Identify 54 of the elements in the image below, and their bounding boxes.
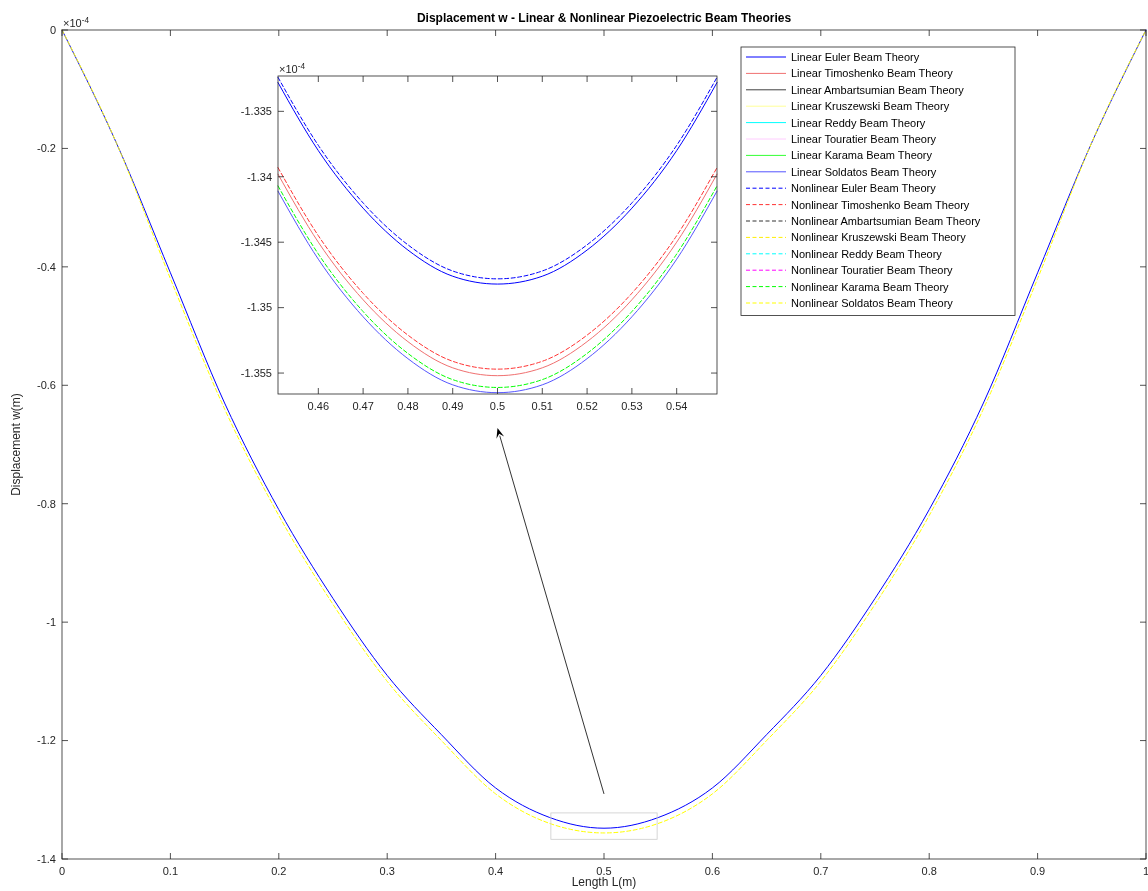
x-tick-label: 0.51 (531, 400, 554, 412)
x-tick-label: 0.52 (576, 400, 598, 412)
y-tick-label: -1.2 (37, 734, 56, 747)
x-tick-label: 0.5 (596, 865, 612, 877)
x-tick-label: 0.46 (307, 400, 330, 412)
y-tick-label: -1.35 (246, 301, 272, 314)
legend-label: Nonlinear Touratier Beam Theory (791, 264, 954, 277)
legend-label: Linear Karama Beam Theory (791, 149, 933, 162)
y-tick-label: -1.345 (240, 236, 272, 249)
x-tick-label: 0 (58, 865, 66, 877)
legend-label: Nonlinear Soldatos Beam Theory (791, 297, 954, 309)
legend-label: Linear Reddy Beam Theory (791, 116, 926, 129)
y-tick-label: 0 (49, 23, 56, 36)
x-tick-label: 0.49 (441, 400, 464, 412)
x-tick-label: 0.53 (621, 400, 643, 412)
y-tick-label: -1.4 (37, 852, 56, 865)
x-tick-label: 0.48 (397, 400, 419, 412)
x-tick-label: 0.5 (489, 400, 506, 412)
y-tick-label: -1 (46, 615, 56, 628)
x-tick-label: 0.1 (162, 865, 179, 877)
y-tick-label: -0.2 (37, 142, 56, 155)
legend-label: Nonlinear Kruszewski Beam Theory (791, 231, 967, 244)
legend-label: Nonlinear Karama Beam Theory (791, 280, 950, 293)
x-tick-label: 0.47 (352, 400, 374, 412)
y-tick-label: -1.34 (246, 170, 272, 183)
x-tick-label: 0.8 (921, 865, 937, 877)
x-tick-label: 0.6 (704, 865, 721, 877)
text: ×10$^{-4}$ (63, 15, 90, 29)
legend-label: Linear Touratier Beam Theory (791, 133, 937, 145)
legend-label: Linear Ambartsumian Beam Theory (791, 83, 965, 96)
legend-label: Nonlinear Ambartsumian Beam Theory (791, 215, 981, 227)
x-axis-title: Length L(m) (571, 875, 637, 889)
legend-label: Linear Soldatos Beam Theory (791, 165, 937, 178)
y-tick-label: -0.8 (37, 497, 56, 510)
x-tick-label: 0.54 (665, 400, 688, 412)
annotation: ×10$^{-4}$ (279, 61, 306, 75)
x-tick-label: 0.9 (1029, 865, 1046, 877)
legend-label: Nonlinear Timoshenko Beam Theory (791, 198, 970, 211)
y-tick-label: -0.4 (37, 260, 56, 273)
x-tick-label: 0.2 (271, 865, 287, 877)
y-tick-label: -0.6 (37, 379, 56, 392)
legend-label: Linear Timoshenko Beam Theory (791, 67, 954, 80)
legend-label: Nonlinear Euler Beam Theory (791, 182, 937, 195)
legend-label: Nonlinear Reddy Beam Theory (791, 247, 943, 260)
y-axis-title: Displacement w(m) (9, 393, 23, 496)
x-tick-label: 0.3 (379, 865, 395, 877)
legend-label: Linear Euler Beam Theory (791, 51, 920, 63)
x-tick-label: 1 (1142, 865, 1148, 877)
x-tick-label: 0.7 (813, 865, 829, 877)
chart-title: Displacement w - Linear & Nonlinear Piezoelectric Beam Theories (416, 11, 792, 25)
y-tick-label: -1.355 (240, 366, 272, 379)
y-tick-label: -1.335 (240, 105, 272, 118)
x-tick-label: 0.4 (487, 865, 504, 877)
legend-label: Linear Kruszewski Beam Theory (791, 100, 950, 113)
